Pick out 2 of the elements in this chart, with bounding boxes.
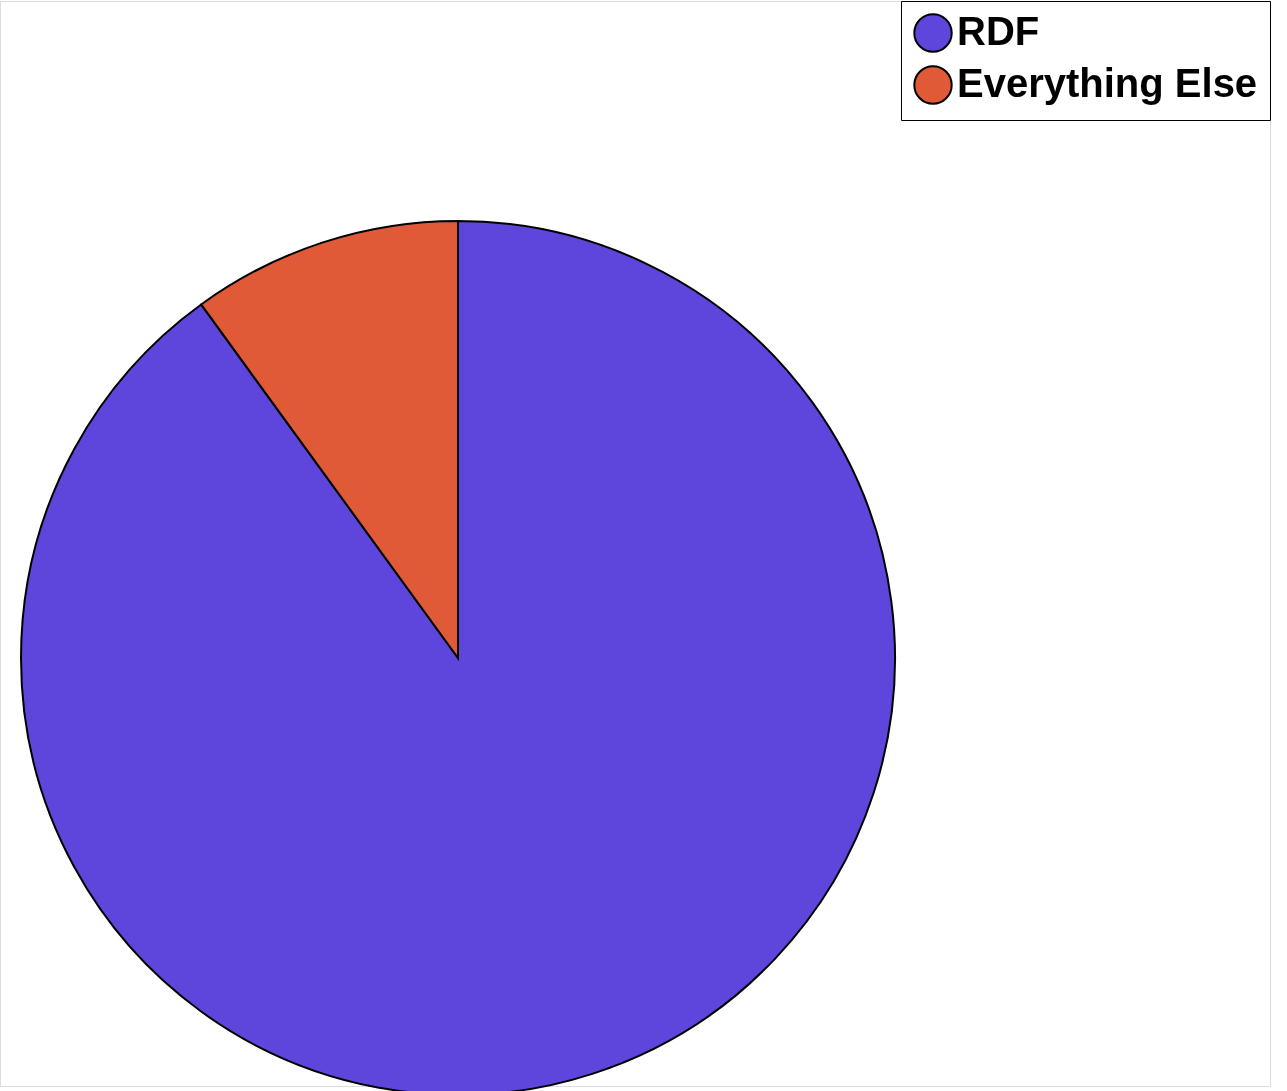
legend-label: Everything Else — [957, 61, 1258, 105]
legend-label: RDF — [957, 9, 1040, 53]
